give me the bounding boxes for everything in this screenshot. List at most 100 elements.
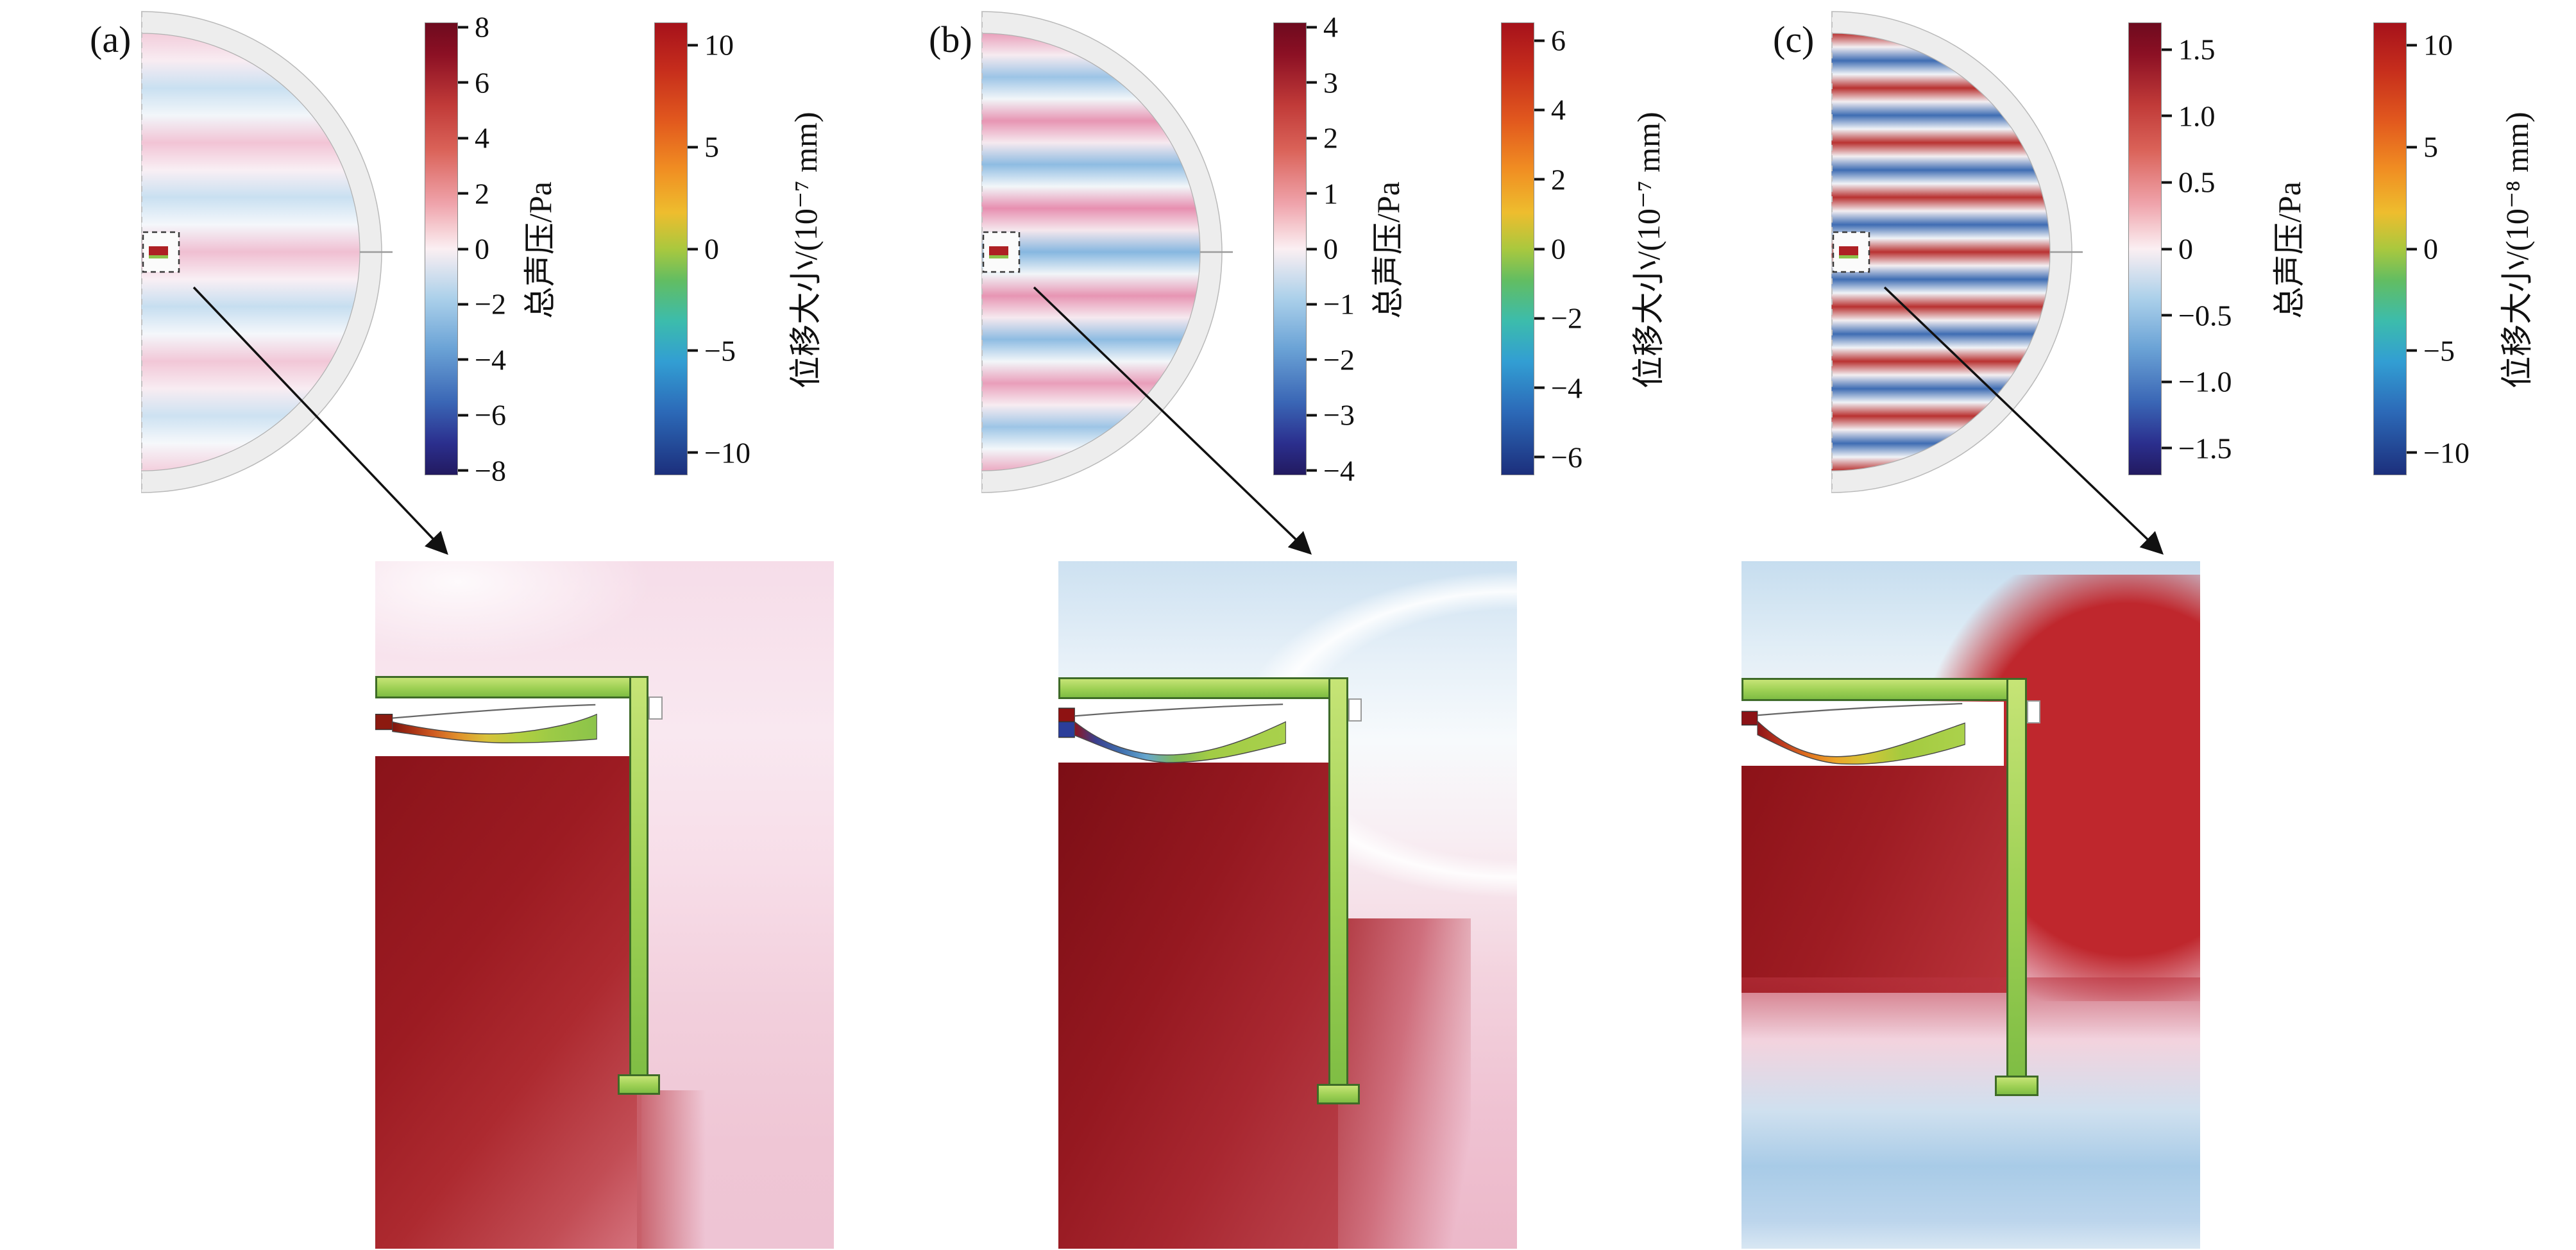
tick-label: 4: [1551, 93, 1566, 126]
pressure-fade: [636, 1090, 706, 1249]
package-foot: [1995, 1075, 2038, 1096]
high-pressure-region: [1058, 763, 1339, 1249]
pressure-field-plot-a: [141, 11, 393, 493]
pressure-fade: [1338, 918, 1471, 1249]
pressure-colorbar-title-a: 总声压/Pa: [522, 182, 558, 319]
cantilever-beam: [1757, 720, 1965, 765]
tick-label: 6: [475, 66, 489, 99]
tick-label: −2: [475, 287, 506, 321]
pressure-fade: [1741, 977, 2200, 1040]
pressure-colorbar-b: 4 3 2 1 0 −1 −2 −3 −4: [1273, 11, 1355, 487]
undeformed-outline: [392, 704, 596, 719]
tick-label: −5: [704, 334, 736, 367]
package-top-plate: [375, 676, 649, 699]
displacement-colorbar-title-b: 位移大小/(10⁻⁷ mm): [1631, 112, 1666, 389]
tick-label: 10: [704, 28, 734, 62]
tick-label: 8: [475, 10, 489, 44]
tick-label: −5: [2423, 334, 2455, 367]
package-foot: [1317, 1083, 1360, 1104]
pressure-colorbar-gradient: [2128, 22, 2162, 475]
inset-zoom-b: [1058, 561, 1517, 1249]
tick-label: −1.0: [2178, 365, 2232, 398]
tick-label: −6: [475, 398, 506, 432]
tick-label: 4: [1323, 10, 1338, 44]
package-top-plate: [1741, 678, 2027, 701]
high-pressure-region: [1741, 766, 2008, 993]
tick-label: 5: [704, 130, 719, 164]
package-top-plate: [1058, 677, 1348, 700]
pressure-colorbar-a: 8 6 4 2 0 −2 −4 −6 −8: [425, 11, 506, 487]
package-step: [648, 697, 663, 720]
tick-label: 0: [475, 232, 489, 266]
tick-label: −1: [1323, 287, 1355, 321]
displacement-colorbar-c: 10 5 0 −5 −10: [2373, 22, 2470, 475]
displacement-colorbar-gradient: [654, 22, 688, 475]
tick-label: 1.5: [2178, 33, 2216, 66]
inset-zoom-c: [1741, 561, 2200, 1249]
package-side-wall: [1328, 677, 1348, 1088]
transducer-marker-c: [1832, 231, 1870, 273]
displacement-colorbar-b: 6 4 2 0 −2 −4 −6: [1501, 22, 1582, 475]
tick-label: 10: [2423, 28, 2453, 62]
tick-label: 2: [1551, 163, 1566, 196]
tick-label: 4: [475, 121, 489, 155]
cantilever-plot-c: [1741, 703, 1965, 765]
tick-label: 0: [2178, 232, 2193, 266]
tick-label: −4: [1323, 454, 1355, 487]
pressure-colorbar-title-b: 总声压/Pa: [1370, 182, 1406, 319]
transducer-marker-a: [142, 231, 180, 273]
tick-label: 0: [2423, 232, 2438, 266]
pressure-colorbar-gradient: [425, 22, 458, 475]
pressure-field-plot-c: [1831, 11, 2083, 493]
displacement-colorbar-title-a: 位移大小/(10⁻⁷ mm): [788, 112, 824, 389]
displacement-colorbar-gradient: [2373, 22, 2407, 475]
pressure-field-plot-b: [981, 11, 1233, 493]
beam-anchor: [1741, 711, 1758, 726]
tick-label: 0: [1551, 232, 1566, 266]
tick-label: −2: [1551, 301, 1582, 335]
cantilever-beam: [392, 713, 597, 743]
tick-label: 0.5: [2178, 165, 2216, 199]
tick-label: −2: [1323, 343, 1355, 376]
cantilever-plot-a: [375, 704, 597, 743]
tick-label: −10: [2423, 436, 2470, 469]
tick-label: −4: [1551, 371, 1582, 405]
tick-label: 2: [1323, 121, 1338, 155]
beam-anchor: [375, 713, 393, 731]
beam-anchor-bottom: [1058, 721, 1075, 738]
displacement-colorbar-a: 10 5 0 −5 −10: [654, 22, 750, 475]
tick-label: −0.5: [2178, 299, 2232, 332]
tick-label: −4: [475, 343, 506, 376]
pressure-colorbar-gradient: [1273, 22, 1307, 475]
tick-label: −3: [1323, 398, 1355, 432]
tick-label: 1: [1323, 177, 1338, 210]
tick-label: 2: [475, 177, 489, 210]
undeformed-outline: [1074, 703, 1284, 717]
beam-anchor: [1058, 707, 1075, 723]
displacement-colorbar-title-c: 位移大小/(10⁻⁸ mm): [2499, 112, 2535, 389]
tick-label: −10: [704, 436, 750, 469]
package-side-wall: [2006, 678, 2027, 1079]
pressure-colorbar-c: 1.5 1.0 0.5 0 −0.5 −1.0 −1.5: [2128, 22, 2232, 475]
tick-label: 0: [704, 232, 719, 266]
high-pressure-region: [375, 756, 641, 1249]
pressure-colorbar-title-c: 总声压/Pa: [2271, 182, 2307, 319]
inset-zoom-a: [375, 561, 834, 1249]
undeformed-outline: [1757, 703, 1963, 716]
package-side-wall: [629, 676, 649, 1078]
package-step: [1348, 698, 1362, 722]
tick-label: −8: [475, 454, 506, 487]
package-step: [2026, 700, 2041, 723]
cantilever-beam: [1074, 721, 1286, 763]
package-foot: [618, 1074, 660, 1095]
panel-label-a: (a): [90, 19, 131, 60]
tick-label: 6: [1551, 24, 1566, 57]
tick-label: 5: [2423, 130, 2438, 164]
cantilever-plot-b: [1058, 703, 1286, 763]
tick-label: −6: [1551, 441, 1582, 474]
panel-label-c: (c): [1773, 19, 1815, 60]
transducer-marker-b: [982, 231, 1021, 273]
panel-label-b: (b): [929, 19, 972, 60]
displacement-colorbar-gradient: [1501, 22, 1534, 475]
